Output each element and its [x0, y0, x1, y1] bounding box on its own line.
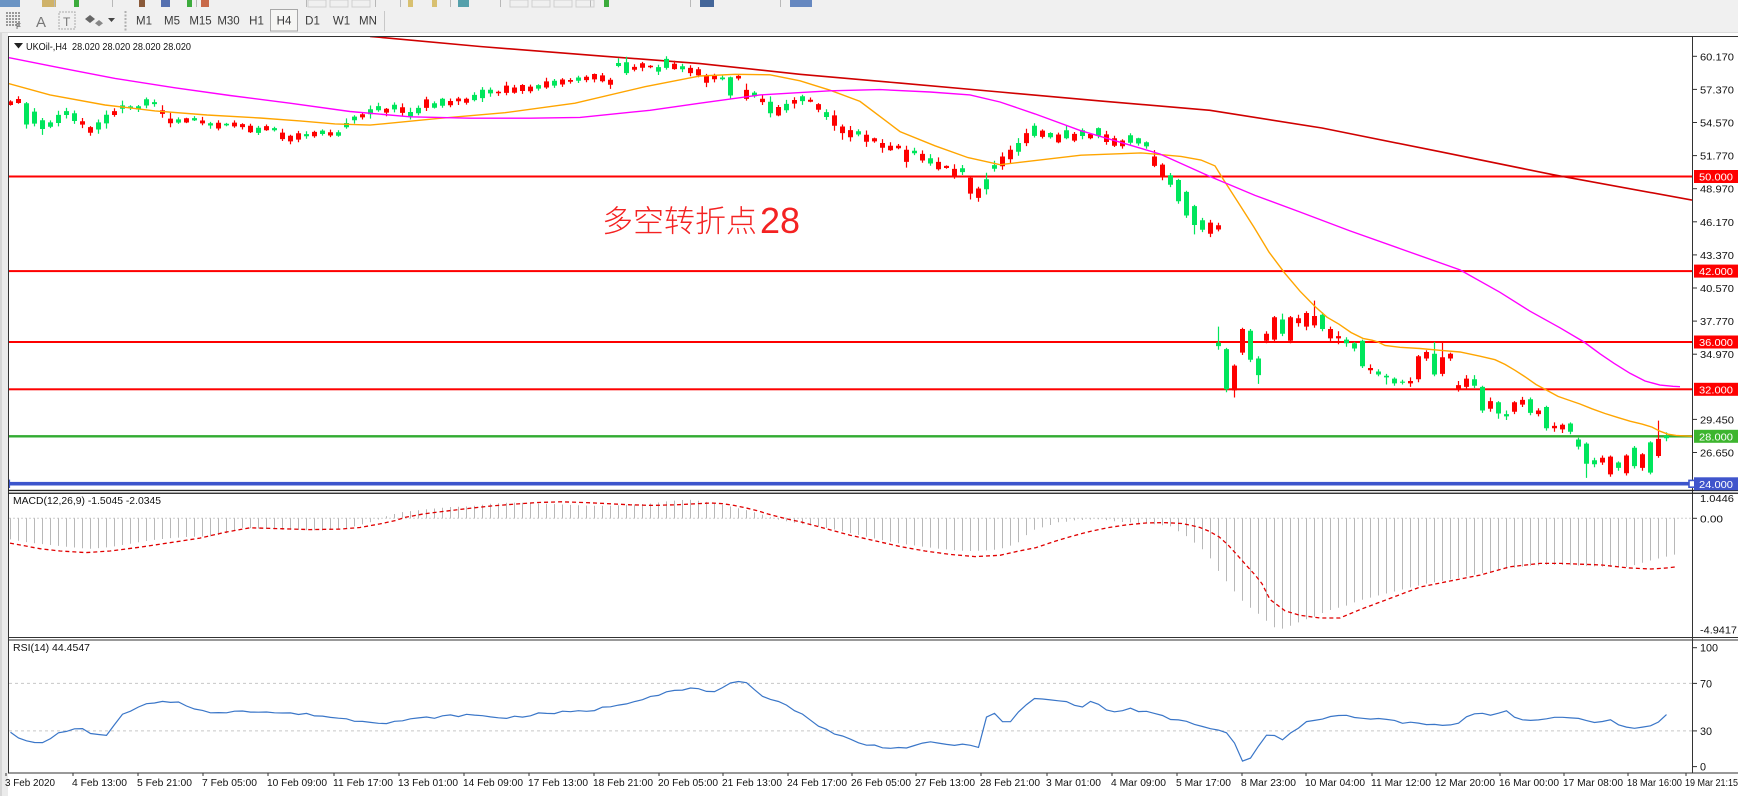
svg-text:20 Feb 05:00: 20 Feb 05:00 — [658, 777, 718, 789]
svg-text:-4.9417: -4.9417 — [1700, 625, 1737, 637]
svg-text:26.650: 26.650 — [1700, 448, 1734, 460]
svg-text:T: T — [63, 15, 71, 29]
svg-text:18 Mar 16:00: 18 Mar 16:00 — [1627, 777, 1682, 789]
svg-text:A: A — [36, 14, 46, 31]
svg-text:18 Feb 21:00: 18 Feb 21:00 — [593, 777, 653, 789]
svg-text:50.000: 50.000 — [1699, 172, 1733, 184]
svg-text:0: 0 — [1700, 762, 1706, 774]
svg-text:11 Feb 17:00: 11 Feb 17:00 — [333, 777, 393, 789]
svg-text:21 Feb 13:00: 21 Feb 13:00 — [722, 777, 782, 789]
svg-text:36.000: 36.000 — [1699, 337, 1733, 349]
svg-text:0.00: 0.00 — [1700, 513, 1723, 525]
svg-text:RSI(14) 44.4547: RSI(14) 44.4547 — [13, 642, 90, 654]
svg-text:4 Feb 13:00: 4 Feb 13:00 — [72, 777, 127, 789]
svg-text:100: 100 — [1700, 643, 1718, 655]
svg-text:MACD(12,26,9) -1.5045 -2.0345: MACD(12,26,9) -1.5045 -2.0345 — [13, 495, 161, 507]
svg-text:51.770: 51.770 — [1700, 151, 1734, 163]
svg-text:10 Feb 09:00: 10 Feb 09:00 — [267, 777, 327, 789]
svg-text:13 Feb 01:00: 13 Feb 01:00 — [398, 777, 458, 789]
svg-text:17 Feb 13:00: 17 Feb 13:00 — [528, 777, 588, 789]
svg-text:UKOil-,H4 28.020 28.020 28.02: UKOil-,H4 28.020 28.020 28.020 28.020 — [26, 41, 191, 53]
svg-text:M15: M15 — [189, 16, 211, 28]
svg-text:8 Mar 23:00: 8 Mar 23:00 — [1241, 777, 1296, 789]
svg-text:24 Feb 17:00: 24 Feb 17:00 — [787, 777, 847, 789]
svg-text:11 Mar 12:00: 11 Mar 12:00 — [1371, 777, 1431, 789]
svg-text:7 Feb 05:00: 7 Feb 05:00 — [202, 777, 257, 789]
svg-text:28: 28 — [760, 200, 800, 241]
svg-text:1.0446: 1.0446 — [1700, 493, 1734, 505]
svg-text:3 Mar 01:00: 3 Mar 01:00 — [1046, 777, 1101, 789]
svg-text:5 Mar 17:00: 5 Mar 17:00 — [1176, 777, 1231, 789]
svg-text:M30: M30 — [217, 16, 239, 28]
svg-text:10 Mar 04:00: 10 Mar 04:00 — [1305, 777, 1365, 789]
svg-text:14 Feb 09:00: 14 Feb 09:00 — [463, 777, 523, 789]
svg-text:12 Mar 20:00: 12 Mar 20:00 — [1435, 777, 1495, 789]
svg-text:M5: M5 — [164, 16, 180, 28]
svg-text:60.170: 60.170 — [1700, 51, 1734, 63]
svg-text:H1: H1 — [249, 16, 264, 28]
svg-text:43.370: 43.370 — [1700, 250, 1734, 262]
svg-text:26 Feb 05:00: 26 Feb 05:00 — [851, 777, 911, 789]
svg-text:28 Feb 21:00: 28 Feb 21:00 — [980, 777, 1040, 789]
svg-text:32.000: 32.000 — [1699, 384, 1733, 396]
svg-text:28.000: 28.000 — [1699, 431, 1733, 443]
svg-text:42.000: 42.000 — [1699, 266, 1733, 278]
svg-text:30: 30 — [1700, 726, 1712, 738]
svg-text:3 Feb 2020: 3 Feb 2020 — [5, 777, 55, 789]
svg-text:MN: MN — [359, 16, 377, 28]
svg-text:24.000: 24.000 — [1699, 479, 1733, 491]
svg-text:54.570: 54.570 — [1700, 118, 1734, 130]
svg-text:70: 70 — [1700, 678, 1712, 690]
svg-text:57.370: 57.370 — [1700, 84, 1734, 96]
svg-text:4 Mar 09:00: 4 Mar 09:00 — [1111, 777, 1166, 789]
svg-text:19 Mar 21:15: 19 Mar 21:15 — [1685, 777, 1738, 789]
svg-text:48.970: 48.970 — [1700, 184, 1734, 196]
svg-text:29.450: 29.450 — [1700, 414, 1734, 426]
svg-text:17 Mar 08:00: 17 Mar 08:00 — [1563, 777, 1623, 789]
svg-text:27 Feb 13:00: 27 Feb 13:00 — [915, 777, 975, 789]
svg-text:H4: H4 — [277, 16, 292, 28]
svg-text:16 Mar 00:00: 16 Mar 00:00 — [1499, 777, 1559, 789]
svg-text:46.170: 46.170 — [1700, 217, 1734, 229]
svg-text:37.770: 37.770 — [1700, 316, 1734, 328]
svg-text:M1: M1 — [136, 16, 152, 28]
svg-text:40.570: 40.570 — [1700, 283, 1734, 295]
svg-text:D1: D1 — [305, 16, 320, 28]
svg-text:34.970: 34.970 — [1700, 349, 1734, 361]
svg-text:F: F — [16, 22, 21, 31]
svg-text:5 Feb 21:00: 5 Feb 21:00 — [137, 777, 192, 789]
svg-text:W1: W1 — [333, 16, 350, 28]
